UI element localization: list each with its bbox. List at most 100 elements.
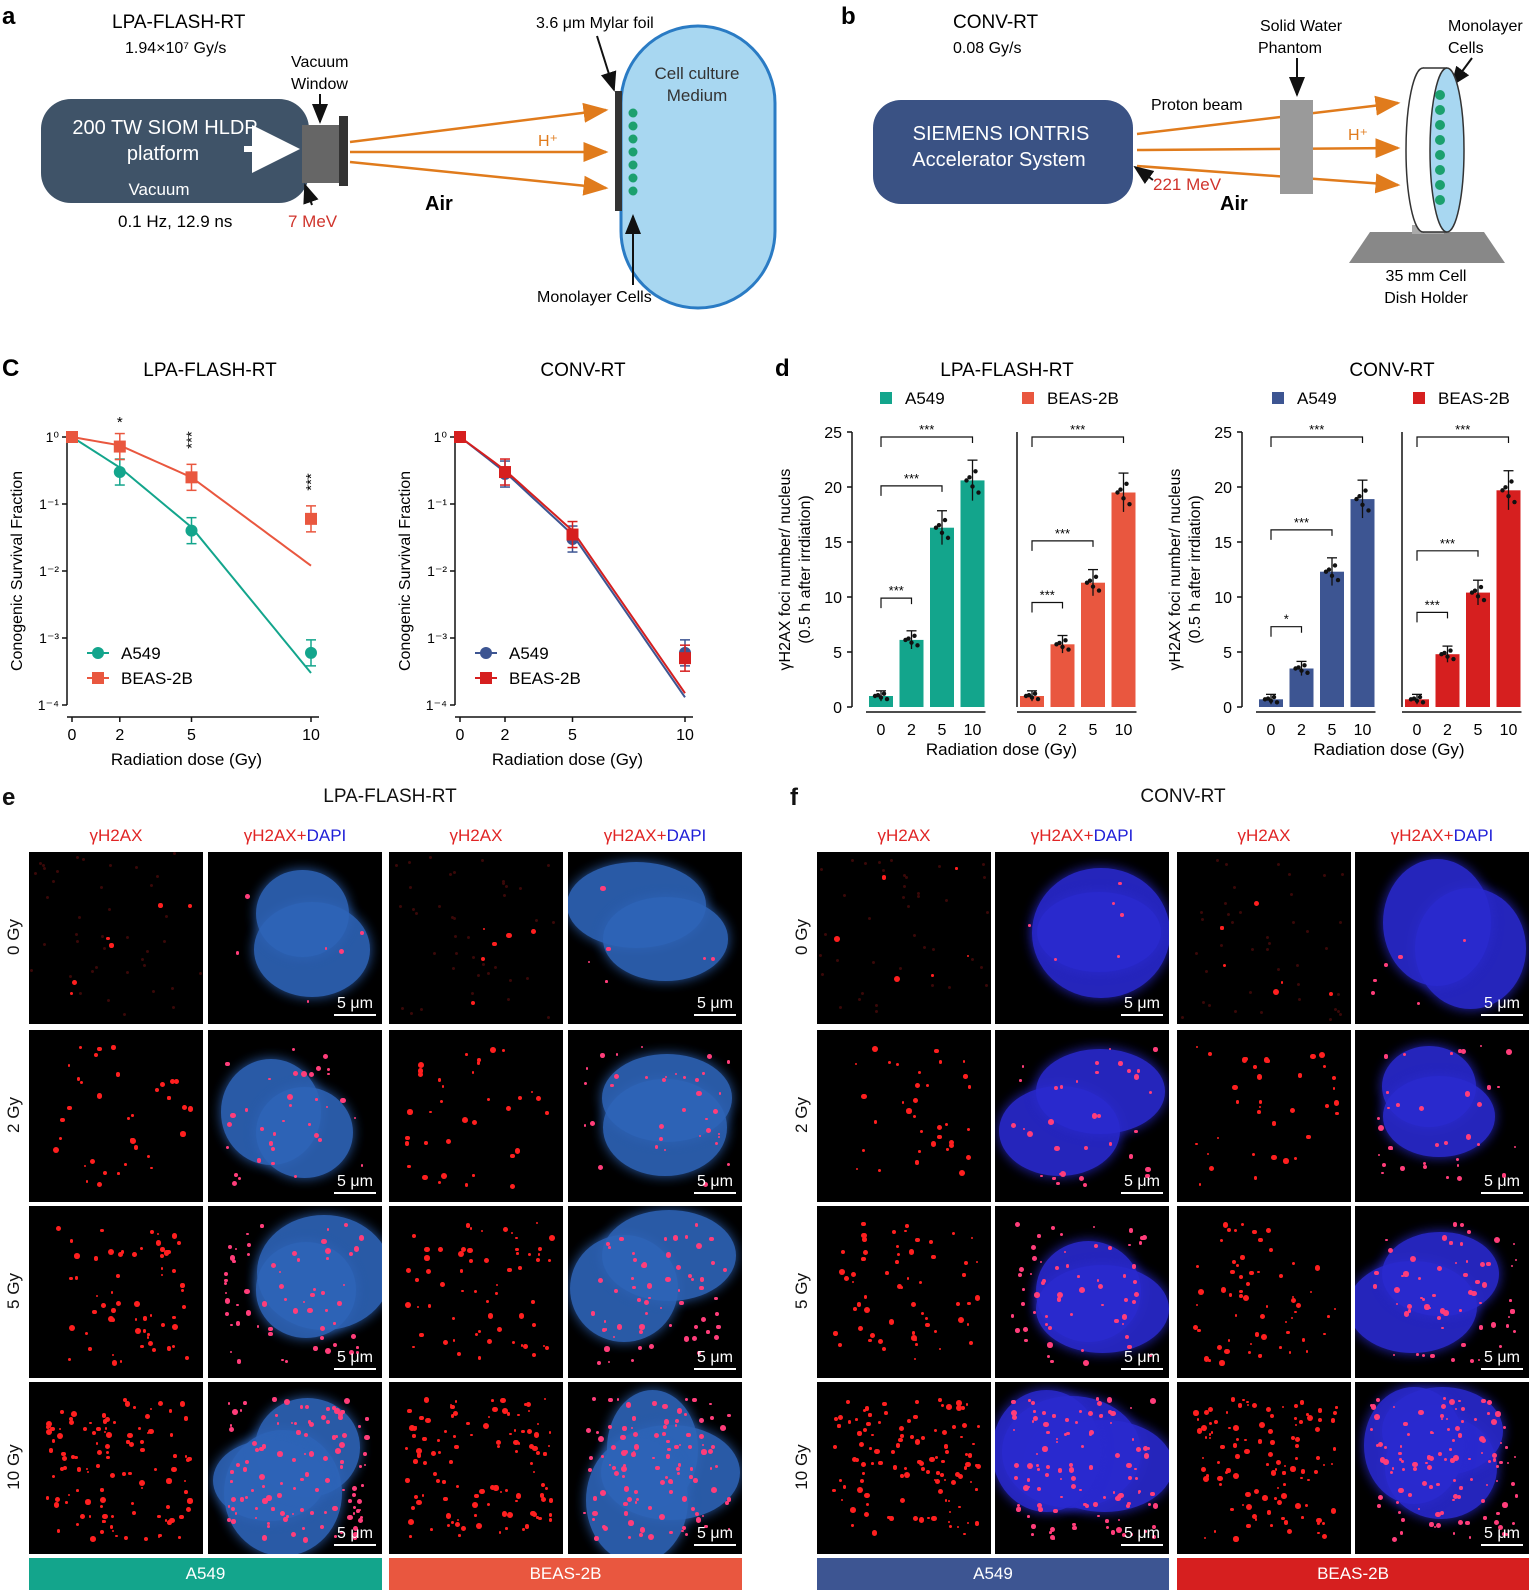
foci [1049,1531,1053,1535]
background-speck [874,1004,878,1008]
foci [1317,1418,1322,1423]
foci [1222,1222,1229,1228]
foci [296,1257,301,1262]
foci [1317,1408,1323,1414]
background-speck [871,961,875,965]
foci [498,1531,501,1534]
foci [1220,1444,1225,1450]
background-speck [922,945,926,949]
foci [604,1320,607,1323]
legend-label: BEAS-2B [121,669,193,688]
foci [326,1067,331,1072]
foci [252,1440,258,1446]
foci [851,1457,857,1463]
foci [878,1339,884,1345]
foci [333,1535,337,1538]
foci [669,1530,674,1535]
micrograph: 5 μm [568,1382,742,1554]
significance-mark: * [1284,612,1289,627]
foci [956,1405,963,1412]
foci [1099,1413,1103,1417]
foci [326,1257,330,1260]
foci [352,1505,356,1509]
foci [861,1221,866,1226]
foci [46,1421,53,1427]
foci [1389,1470,1394,1475]
foci [699,1285,704,1291]
foci [701,1316,707,1322]
foci [1015,1328,1020,1333]
foci [140,1447,145,1453]
replicate-dot [1299,668,1304,673]
background-speck [903,885,907,889]
foci [1204,1436,1208,1440]
foci [304,1404,310,1410]
background-speck [1231,921,1235,925]
legend-marker [92,647,104,659]
foci [914,1358,917,1361]
channel-label: γH2AX [89,826,143,845]
background-speck [1338,1012,1342,1016]
scale-bar: 5 μm [1481,1349,1523,1370]
legend-marker [480,672,492,684]
foci [1272,988,1279,995]
foci [1464,1091,1471,1097]
background-speck [824,933,828,937]
foci [416,1453,422,1458]
background-speck [493,965,497,969]
foci [1258,1105,1261,1108]
foci [1290,1466,1296,1472]
foci [514,1449,519,1453]
foci [1254,900,1260,906]
background-speck [843,894,847,898]
foci [675,1236,679,1240]
foci [632,1252,636,1255]
foci [610,1083,615,1088]
foci [487,1416,491,1419]
foci [180,1131,186,1137]
foci [1459,1486,1463,1490]
background-speck [400,1007,404,1011]
foci [1496,1511,1500,1516]
foci [706,1330,710,1334]
background-speck [156,875,160,878]
foci [1239,1274,1244,1280]
foci [292,1308,299,1314]
foci [116,1072,121,1077]
foci [1052,1508,1058,1514]
background-speck [1266,947,1270,951]
foci [1214,1419,1219,1424]
foci [601,1455,604,1459]
foci [1476,1142,1480,1146]
foci [457,1250,464,1257]
foci [187,1106,194,1112]
foci [957,1505,961,1509]
foci [675,1418,680,1424]
foci [591,1397,596,1402]
foci [68,1419,75,1426]
x-axis-label: Radiation dose (Gy) [111,750,262,769]
foci [1048,1119,1054,1125]
foci [664,1076,668,1079]
foci [676,1471,681,1475]
foci [224,1298,231,1305]
foci [326,1228,330,1231]
foci [648,1343,654,1349]
scale-bar-line [1121,1014,1163,1016]
background-speck [502,893,506,897]
foci [1274,1497,1277,1500]
foci [482,928,485,931]
foci [877,1169,882,1173]
legend-label: BEAS-2B [1438,389,1510,408]
foci [255,1448,260,1453]
row-label: 0 Gy [792,919,811,955]
foci [1383,1459,1389,1465]
foci [92,1309,97,1315]
foci [1486,1400,1492,1405]
foci [1095,1061,1100,1066]
foci [622,1475,625,1478]
foci [1322,1533,1328,1539]
foci [1468,1536,1471,1539]
foci [523,1402,528,1407]
foci [694,1511,699,1516]
